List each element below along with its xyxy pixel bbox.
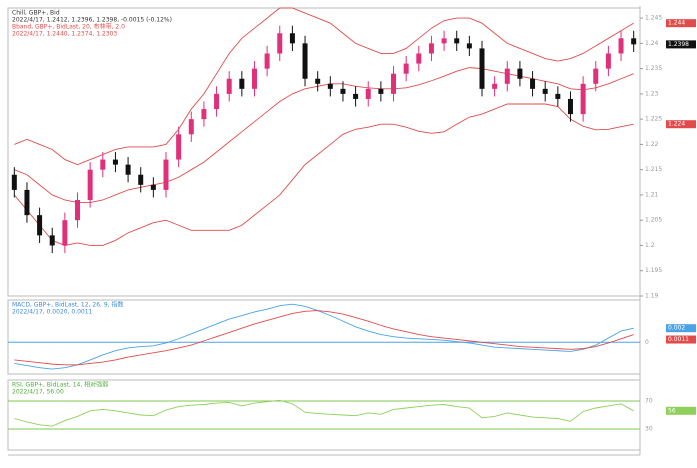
line (14, 303, 634, 370)
value-tag-label: 1.2398 (668, 41, 689, 48)
candle-body (277, 33, 283, 54)
candle-body (479, 48, 485, 89)
candle-body (264, 53, 270, 69)
candle-body (37, 215, 43, 236)
line (14, 67, 634, 203)
overlay-title: Bband, GBP+, BidLast, 20, 布林带, 2.0 (12, 23, 125, 31)
candle-body (100, 159, 106, 170)
candle-body (454, 38, 460, 44)
candle-body (150, 184, 156, 190)
candle-body (428, 43, 434, 54)
candle-body (226, 78, 232, 94)
value-tag (666, 120, 696, 129)
value-tag (666, 19, 696, 28)
line (13, 103, 634, 246)
candle-body (466, 43, 472, 49)
candle-body (62, 220, 68, 246)
candle-body (403, 63, 409, 74)
candle-body (327, 83, 333, 89)
value-tag-label: 0.002 (668, 325, 685, 332)
value-tag (666, 406, 696, 415)
candle-body (315, 78, 321, 84)
value-tag-label: 1.224 (668, 121, 685, 128)
candle-body (239, 78, 245, 89)
candle-body (391, 73, 397, 94)
y-tick-label: 30 (645, 426, 653, 433)
value-tag-label: 0.0011 (668, 336, 689, 343)
candle-body (365, 88, 371, 99)
overlay-subtitle: 2022/4/17, 1.2440, 1.2374, 1.2303 (12, 31, 117, 38)
y-tick-label: 1.24 (645, 40, 659, 47)
line (14, 310, 634, 366)
candle-body (631, 38, 637, 45)
y-tick-label: 1.215 (645, 166, 662, 173)
candle-body (138, 174, 144, 185)
candle-body (416, 53, 422, 64)
y-tick-label: 1.235 (645, 65, 662, 72)
candle-body (353, 93, 359, 99)
value-tag-label: 1.244 (668, 20, 685, 27)
candle-body (567, 98, 573, 115)
candle-body (618, 38, 624, 54)
candle-body (593, 68, 599, 84)
candle-body (251, 68, 257, 89)
candle-body (125, 164, 131, 175)
y-tick-label: 1.21 (645, 191, 659, 198)
candle-body (555, 93, 561, 99)
candle-body (214, 93, 220, 110)
candle-body (580, 83, 586, 115)
candle-body (605, 53, 611, 69)
value-tag (666, 335, 696, 344)
candle-body (302, 43, 308, 79)
candle-body (542, 88, 548, 94)
candle-body (340, 88, 346, 94)
y-tick-label: 1.225 (645, 116, 662, 123)
panel-title: MACD, GBP+, BidLast, 12, 26, 9, 指数 (12, 301, 123, 309)
candle-body (176, 134, 182, 160)
candle-body (112, 159, 118, 165)
panel (7, 7, 641, 297)
panel (7, 299, 641, 375)
value-tag-label: 56 (668, 407, 676, 414)
y-tick-label: 0 (645, 339, 649, 346)
candle-body (530, 78, 536, 89)
panel-subtitle: 2022/4/17, 56.00 (12, 389, 64, 396)
candle-body (492, 83, 498, 89)
line (14, 7, 634, 166)
panel (7, 379, 641, 451)
candle-body (201, 109, 207, 120)
panel-title: Chill, GBP+, Bid (12, 10, 60, 17)
candle-body (49, 235, 55, 246)
candle-body (504, 68, 510, 84)
candle-body (11, 174, 17, 190)
value-tag (666, 324, 696, 333)
y-tick-label: 70 (645, 398, 653, 405)
panel-subtitle: 2022/4/17, 0.0020, 0.0011 (12, 309, 93, 316)
candle-body (87, 169, 93, 200)
candle-body (289, 33, 295, 44)
value-tag (666, 40, 696, 49)
y-tick-label: 1.19 (645, 293, 659, 300)
candle-body (378, 88, 384, 94)
candle-body (163, 159, 169, 190)
line (14, 399, 634, 427)
y-tick-label: 1.23 (645, 90, 659, 97)
panel-title: RSI, GBP+, BidLast, 14, 相对强弱 (12, 381, 108, 389)
candle-body (517, 68, 523, 79)
candle-body (24, 189, 30, 216)
y-tick-label: 1.195 (645, 267, 662, 274)
y-tick-label: 1.22 (645, 141, 659, 148)
panel-subtitle: 2022/4/17, 1.2412, 1.2396, 1.2398, -0.00… (12, 17, 172, 24)
candle-body (441, 38, 447, 44)
y-tick-label: 1.2 (645, 242, 655, 249)
y-tick-label: 1.245 (645, 15, 662, 22)
y-tick-label: 1.205 (645, 217, 662, 224)
candle-body (75, 200, 81, 221)
candle-body (188, 119, 194, 135)
